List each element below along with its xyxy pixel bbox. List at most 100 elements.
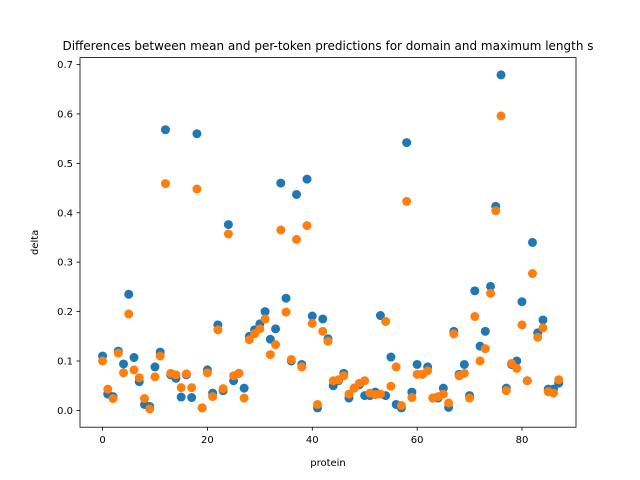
scatter-point-series2-37 (292, 234, 302, 244)
scatter-point-series2-33 (271, 340, 281, 350)
scatter-point-series1-33 (271, 324, 281, 334)
scatter-point-series1-12 (160, 125, 170, 135)
scatter-point-series2-70 (465, 393, 475, 403)
scatter-point-series1-42 (318, 314, 328, 324)
scatter-point-series2-47 (344, 389, 354, 399)
scatter-point-series2-84 (538, 323, 548, 333)
scatter-point-series2-4 (119, 368, 129, 378)
scatter-point-series2-62 (423, 366, 433, 376)
plot-area-frame (79, 57, 577, 428)
x-tick-label: 0 (99, 435, 105, 446)
scatter-point-series2-20 (202, 368, 212, 378)
scatter-point-series1-53 (375, 311, 385, 321)
scatter-point-series2-23 (218, 384, 228, 394)
scatter-point-series2-14 (171, 370, 181, 380)
scatter-point-series1-27 (239, 383, 249, 393)
scatter-point-series1-84 (538, 315, 548, 325)
scatter-point-series2-24 (223, 229, 233, 239)
scatter-point-series2-38 (297, 362, 307, 372)
x-axis-label: protein (310, 458, 346, 469)
scatter-point-series2-65 (438, 389, 448, 399)
scatter-points (98, 70, 564, 414)
scatter-point-series1-34 (276, 178, 286, 188)
scatter-point-series2-77 (501, 386, 511, 396)
scatter-point-series2-46 (339, 371, 349, 381)
x-tick-label: 80 (516, 435, 529, 446)
scatter-point-series2-54 (381, 316, 391, 326)
scatter-point-series2-82 (527, 269, 537, 279)
scatter-point-series2-72 (475, 356, 485, 366)
scatter-point-series1-80 (517, 297, 527, 307)
scatter-point-series2-34 (276, 225, 286, 235)
scatter-point-series2-71 (470, 312, 480, 322)
scatter-point-series2-57 (396, 400, 406, 410)
scatter-point-series2-74 (486, 288, 496, 298)
y-tick-label: 0.2 (57, 307, 73, 318)
scatter-point-series2-3 (113, 348, 123, 358)
scatter-point-series2-73 (480, 344, 490, 354)
scatter-point-series2-36 (286, 355, 296, 365)
scatter-point-series2-86 (548, 388, 558, 398)
scatter-point-series2-26 (234, 368, 244, 378)
scatter-point-series2-21 (208, 392, 218, 402)
scatter-point-series2-27 (239, 393, 249, 403)
scatter-point-series2-75 (491, 206, 501, 216)
scatter-point-series2-42 (318, 326, 328, 336)
scatter-point-series2-87 (554, 375, 564, 385)
y-axis-ticks: 0.0 0.1 0.2 0.3 0.4 0.5 0.6 0.7 (57, 60, 80, 417)
scatter-point-series2-41 (313, 399, 323, 409)
scatter-point-series1-5 (124, 289, 134, 299)
scatter-point-series1-17 (187, 393, 197, 403)
scatter-point-series2-12 (160, 179, 170, 189)
scatter-point-series1-31 (260, 307, 270, 317)
scatter-point-series2-11 (155, 351, 165, 361)
scatter-point-series2-58 (402, 196, 412, 206)
scatter-point-series1-10 (150, 362, 160, 372)
scatter-point-series2-19 (197, 403, 207, 413)
scatter-point-series2-69 (459, 368, 469, 378)
y-tick-label: 0.7 (57, 60, 73, 71)
scatter-point-series2-67 (449, 329, 459, 339)
scatter-point-series2-17 (187, 383, 197, 393)
scatter-point-series1-76 (496, 70, 506, 80)
scatter-point-series1-60 (412, 359, 422, 369)
y-axis-label: delta (30, 230, 41, 255)
y-tick-label: 0.1 (57, 356, 73, 367)
scatter-point-series1-69 (459, 359, 469, 369)
scatter-point-series2-50 (360, 376, 370, 386)
scatter-point-series2-30 (255, 324, 265, 334)
scatter-point-series1-39 (302, 174, 312, 184)
scatter-point-series1-82 (527, 237, 537, 247)
scatter-point-series1-74 (486, 281, 496, 291)
scatter-point-series2-80 (517, 320, 527, 330)
x-axis-ticks: 0 20 40 60 80 (99, 427, 528, 446)
y-tick-label: 0.3 (57, 258, 73, 269)
scatter-point-series2-59 (407, 393, 417, 403)
y-tick-label: 0.6 (57, 109, 73, 120)
scatter-point-series1-15 (176, 392, 186, 402)
scatter-point-series2-16 (181, 369, 191, 379)
scatter-point-series2-9 (145, 404, 155, 414)
scatter-point-series2-79 (512, 363, 522, 373)
scatter-point-series2-10 (150, 372, 160, 382)
scatter-point-series2-0 (98, 356, 108, 366)
scatter-point-series1-40 (307, 311, 317, 321)
scatter-point-series2-22 (213, 325, 223, 335)
scatter-point-series2-35 (281, 307, 291, 317)
x-tick-label: 20 (201, 435, 214, 446)
scatter-point-series2-18 (192, 184, 202, 194)
scatter-point-series2-53 (375, 389, 385, 399)
scatter-point-series2-8 (139, 394, 149, 404)
scatter-point-series2-83 (533, 332, 543, 342)
scatter-point-series2-28 (244, 335, 254, 345)
scatter-point-series2-15 (176, 383, 186, 393)
scatter-point-series1-71 (470, 286, 480, 296)
scatter-point-series1-35 (281, 293, 291, 303)
x-tick-label: 60 (411, 435, 424, 446)
chart-title: Differences between mean and per-token p… (62, 39, 593, 53)
scatter-point-series1-6 (129, 353, 139, 363)
scatter-point-series1-37 (292, 189, 302, 199)
scatter-point-series1-73 (480, 326, 490, 336)
scatter-point-series2-76 (496, 111, 506, 121)
